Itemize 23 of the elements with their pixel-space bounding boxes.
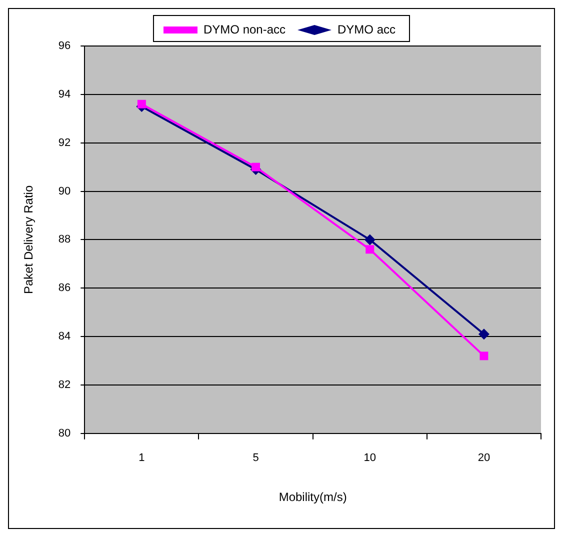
legend-label: DYMO acc: [338, 22, 396, 36]
x-axis-title: Mobility(m/s): [278, 490, 347, 504]
x-tick-label: 5: [252, 452, 259, 464]
y-tick-label: 82: [58, 379, 71, 392]
x-tick-label: 20: [478, 452, 490, 464]
legend-label: DYMO non-acc: [203, 22, 286, 36]
point: [366, 245, 374, 254]
y-tick-label: 80: [58, 427, 71, 440]
y-tick-label: 96: [58, 40, 71, 52]
y-tick-label: 94: [58, 88, 71, 100]
y-tick-label: 90: [58, 185, 71, 198]
point: [364, 234, 376, 246]
y-axis-title: Paket Delivery Ratio: [22, 185, 36, 294]
point: [478, 328, 490, 340]
point: [137, 100, 146, 108]
y-tick-label: 88: [58, 234, 71, 246]
x-tick-label: 10: [364, 452, 376, 464]
y-tick-label: 92: [58, 136, 71, 149]
x-tick-label: 1: [138, 452, 145, 464]
y-tick-label: 84: [58, 330, 71, 343]
point: [480, 352, 488, 360]
point: [252, 162, 260, 172]
y-tick-label: 86: [58, 282, 71, 294]
